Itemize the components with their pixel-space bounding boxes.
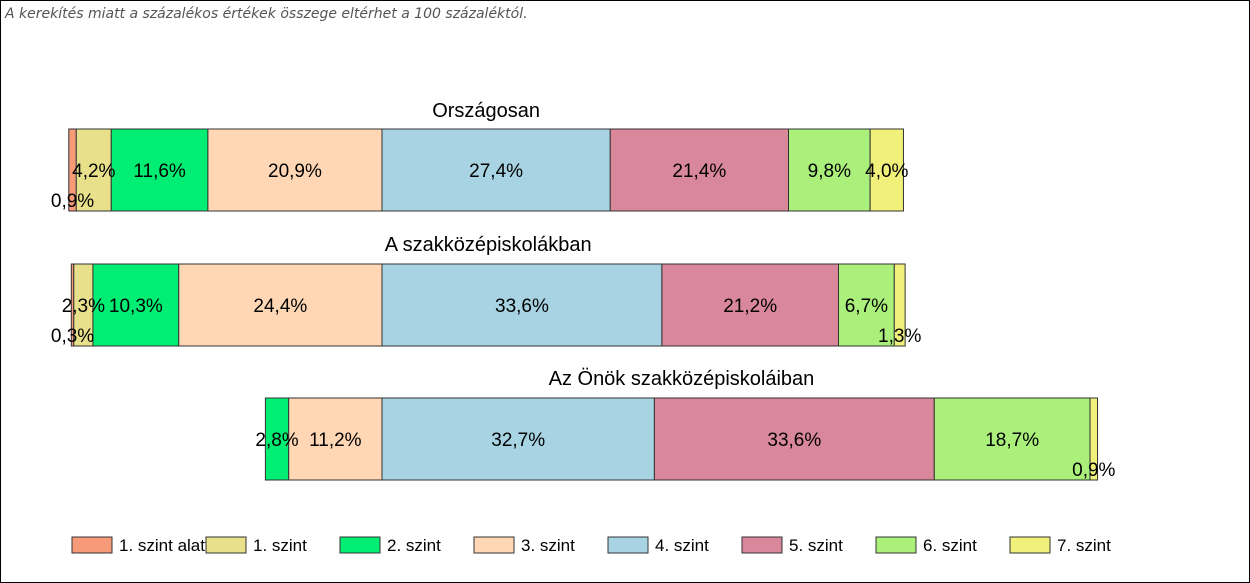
legend-label: 7. szint <box>1057 536 1111 555</box>
bar-segment <box>653 397 935 481</box>
legend-label: 4. szint <box>655 536 709 555</box>
legend-swatch <box>473 536 515 554</box>
data-label: 24,4% <box>253 296 307 317</box>
legend-swatch <box>71 536 113 554</box>
data-label: 33,6% <box>767 430 821 451</box>
bar-segment <box>869 128 904 212</box>
data-label: 2,3% <box>62 296 105 317</box>
bar-segment <box>933 397 1091 481</box>
bar-title: Az Önök szakközépiskoláiban <box>549 368 815 390</box>
data-label: 0,9% <box>51 191 94 212</box>
legend-label: 1. szint alatti <box>119 536 214 555</box>
bar-segment <box>788 128 871 212</box>
legend-label: 1. szint <box>253 536 307 555</box>
legend-label: 3. szint <box>521 536 575 555</box>
data-label: 4,0% <box>865 161 908 182</box>
legend-label: 5. szint <box>789 536 843 555</box>
data-label: 18,7% <box>985 430 1039 451</box>
legend-swatch <box>607 536 649 554</box>
data-label: 1,3% <box>878 326 921 347</box>
bar-segment <box>1089 397 1099 481</box>
data-label: 32,7% <box>491 430 545 451</box>
data-label: 10,3% <box>109 296 163 317</box>
data-label: 6,7% <box>845 296 888 317</box>
data-label: 20,9% <box>268 161 322 182</box>
bar-segment <box>893 263 906 347</box>
data-label: 27,4% <box>469 161 523 182</box>
legend-label: 2. szint <box>387 536 441 555</box>
bar-title: A szakközépiskolákban <box>385 234 592 256</box>
data-label: 0,3% <box>51 326 94 347</box>
legend-swatch <box>339 536 381 554</box>
data-label: 4,2% <box>72 161 115 182</box>
bar-segment <box>288 397 383 481</box>
bar-segment <box>837 263 895 347</box>
bar-segment <box>110 128 209 212</box>
bar-segment <box>381 128 611 212</box>
data-label: 9,8% <box>808 161 851 182</box>
legend-swatch <box>1009 536 1051 554</box>
bar-segment <box>381 263 663 347</box>
rounding-note: A kerekítés miatt a százalékos értékek ö… <box>5 6 528 22</box>
legend-swatch <box>875 536 917 554</box>
bar-segment <box>92 263 180 347</box>
legend-swatch <box>741 536 783 554</box>
data-label: 2,8% <box>255 430 298 451</box>
bar-segment <box>609 128 790 212</box>
bar-segment <box>207 128 383 212</box>
data-label: 21,4% <box>672 161 726 182</box>
data-label: 11,6% <box>133 161 186 182</box>
bar-title: Országosan <box>432 100 540 122</box>
data-label: 11,2% <box>309 430 362 451</box>
data-label: 33,6% <box>495 296 549 317</box>
bar-segment <box>661 263 839 347</box>
data-label: 0,9% <box>1072 460 1115 481</box>
data-label: 21,2% <box>723 296 777 317</box>
legend-label: 6. szint <box>923 536 977 555</box>
legend-swatch <box>205 536 247 554</box>
